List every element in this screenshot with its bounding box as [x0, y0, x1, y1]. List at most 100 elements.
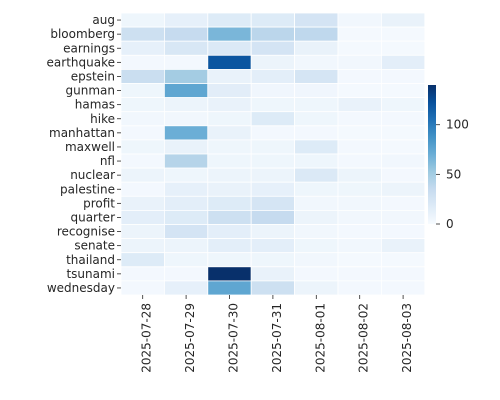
- heatmap-cell: [380, 69, 426, 84]
- heatmap-cell: [207, 69, 252, 84]
- heatmap-cell: [207, 252, 252, 268]
- heatmap-cell: [337, 266, 382, 282]
- x-tick-label: 2025-07-28: [140, 303, 154, 373]
- heatmap-cell: [337, 167, 382, 183]
- y-tick-label: maxwell: [65, 140, 115, 154]
- heatmap-cell: [294, 111, 339, 127]
- heatmap-cell: [294, 69, 339, 84]
- heatmap-cell: [337, 280, 382, 296]
- heatmap-cell: [163, 83, 209, 99]
- heatmap-cell: [120, 153, 165, 169]
- heatmap-cell: [294, 54, 339, 70]
- heatmap-cell: [163, 97, 209, 113]
- heatmap-cell: [207, 125, 252, 141]
- heatmap-cell: [120, 181, 165, 197]
- heatmap-cell: [337, 252, 382, 268]
- colorbar-tick-label: 0: [446, 217, 454, 231]
- heatmap-cell: [207, 139, 252, 155]
- heatmap-cell: [250, 266, 295, 282]
- heatmap-cell: [337, 125, 382, 141]
- heatmap-cell: [380, 153, 426, 169]
- heatmap-cell: [337, 238, 382, 254]
- y-tick-label: manhattan: [49, 126, 115, 140]
- y-tick-label: wednesday: [47, 281, 115, 295]
- heatmap-cell: [250, 195, 295, 211]
- heatmap-cell: [380, 252, 426, 268]
- heatmap-cell: [294, 83, 339, 99]
- heatmap-cell: [163, 238, 209, 254]
- heatmap-cell: [294, 97, 339, 113]
- heatmap-cell: [380, 238, 426, 254]
- y-tick-label: epstein: [71, 69, 115, 83]
- heatmap-cell: [207, 224, 252, 240]
- heatmap-cell: [294, 167, 339, 183]
- heatmap-cell: [380, 40, 426, 56]
- heatmap-cell: [120, 238, 165, 254]
- heatmap-cell: [250, 280, 295, 296]
- heatmap-cell: [250, 12, 295, 28]
- heatmap-cell: [250, 238, 295, 254]
- heatmap-cell: [163, 111, 209, 127]
- heatmap-cell: [337, 153, 382, 169]
- x-tick-label: 2025-08-03: [400, 303, 414, 373]
- heatmap-cell: [294, 153, 339, 169]
- heatmap-cell: [337, 26, 382, 42]
- heatmap-cell: [294, 252, 339, 268]
- heatmap-cell: [207, 83, 252, 99]
- heatmap-cell: [207, 26, 252, 42]
- heatmap-cell: [337, 97, 382, 113]
- heatmap-cell: [250, 224, 295, 240]
- heatmap-cell: [120, 224, 165, 240]
- y-tick-label: nuclear: [70, 168, 115, 182]
- heatmap-cell: [294, 40, 339, 56]
- heatmap-cell: [207, 153, 252, 169]
- heatmap-cell: [163, 12, 209, 28]
- heatmap-cell: [294, 224, 339, 240]
- heatmap-cell: [250, 252, 295, 268]
- heatmap-cell: [380, 12, 426, 28]
- heatmap-cell: [294, 280, 339, 296]
- heatmap-cell: [120, 111, 165, 127]
- heatmap-cell: [163, 266, 209, 282]
- heatmap-cell: [380, 111, 426, 127]
- heatmap-cell: [163, 153, 209, 169]
- heatmap-cell: [207, 111, 252, 127]
- heatmap-cell: [337, 111, 382, 127]
- heatmap-cell: [120, 195, 165, 211]
- y-tick-labels: augbloombergearningsearthquakeepsteingun…: [47, 13, 121, 295]
- heatmap-cell: [163, 40, 209, 56]
- heatmap-cell: [294, 139, 339, 155]
- heatmap-cell: [207, 40, 252, 56]
- heatmap-cell: [337, 209, 382, 225]
- heatmap-cell: [250, 111, 295, 127]
- heatmap-cell: [250, 26, 295, 42]
- heatmap-cell: [337, 139, 382, 155]
- x-tick-labels: 2025-07-28 2025-07-29 2025-07-30 2025-07-31…: [140, 295, 414, 373]
- heatmap-cell: [250, 40, 295, 56]
- heatmap-cell: [120, 26, 165, 42]
- heatmap-cell: [163, 54, 209, 70]
- heatmap-cell: [163, 125, 209, 141]
- heatmap-cell: [337, 83, 382, 99]
- y-tick-label: aug: [92, 13, 115, 27]
- heatmap-cell: [120, 12, 165, 28]
- y-tick-label: palestine: [60, 182, 115, 196]
- y-tick-label: thailand: [66, 253, 115, 267]
- heatmap-cell: [163, 139, 209, 155]
- heatmap-cell: [250, 139, 295, 155]
- heatmap-cell: [294, 26, 339, 42]
- colorbar: [428, 85, 436, 224]
- heatmap-cell: [207, 97, 252, 113]
- heatmap-cell: [120, 69, 165, 84]
- heatmap-cell: [337, 69, 382, 84]
- heatmap-cell: [207, 238, 252, 254]
- heatmap-cell: [163, 181, 209, 197]
- heatmap-cell: [250, 54, 295, 70]
- heatmap-cell: [250, 83, 295, 99]
- heatmap-cell: [380, 280, 426, 296]
- heatmap-cell: [337, 181, 382, 197]
- heatmap-cell: [380, 83, 426, 99]
- heatmap-cell: [207, 209, 252, 225]
- heatmap-cell: [207, 266, 252, 282]
